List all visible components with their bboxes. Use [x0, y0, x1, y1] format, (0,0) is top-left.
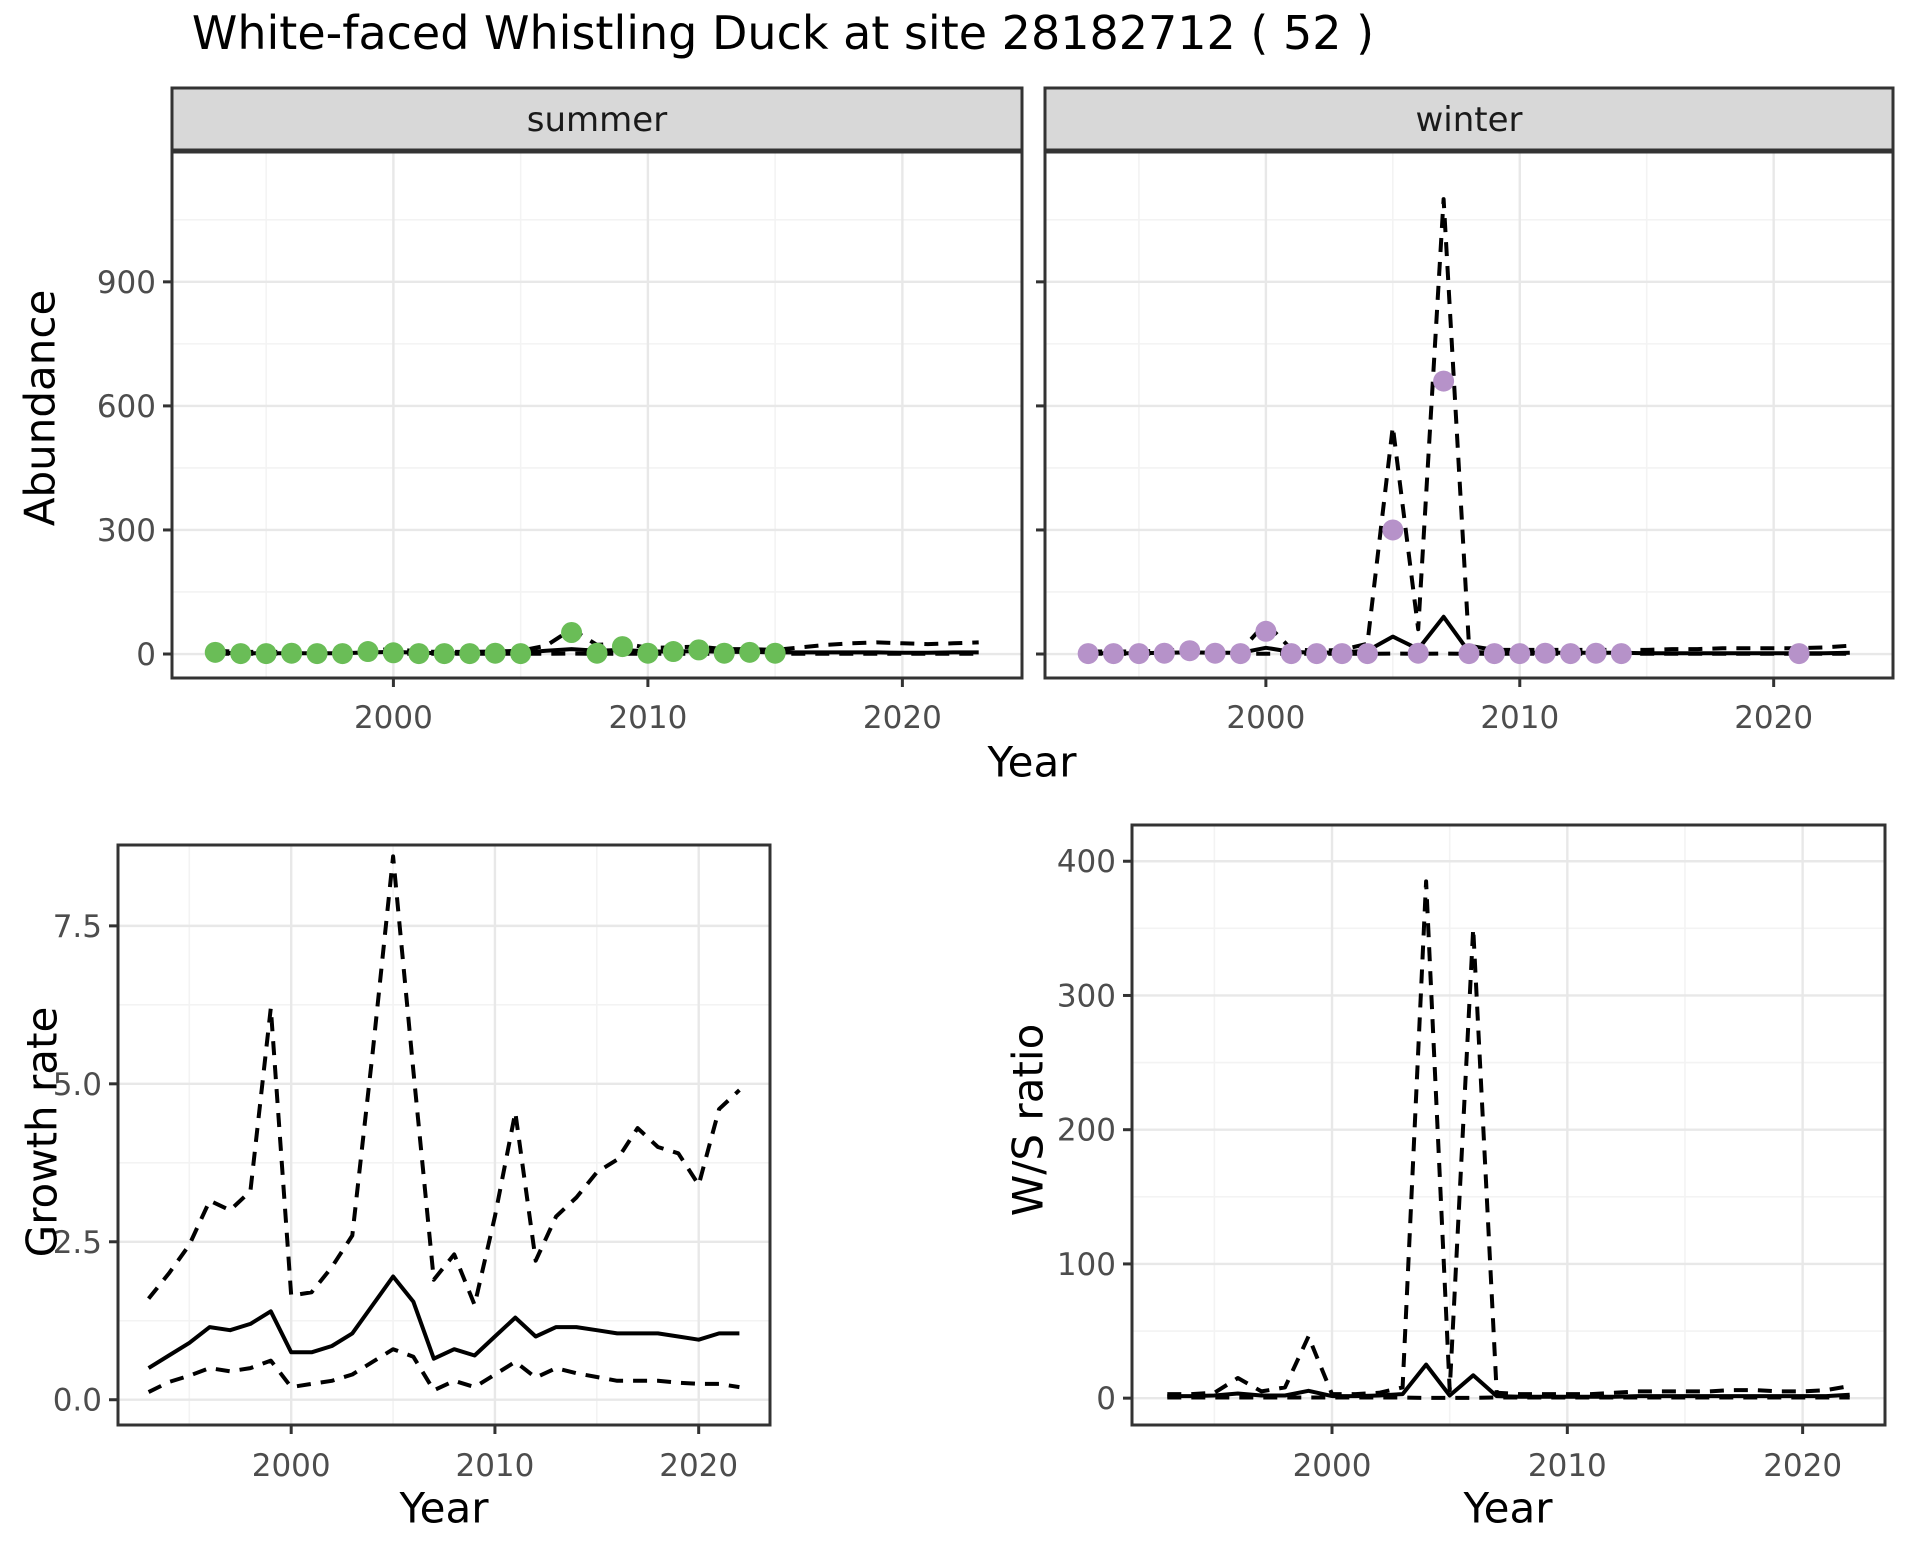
abundance-axis-label: Abundance	[15, 289, 65, 527]
winter-data-point	[1331, 643, 1353, 665]
y-tick-label: 200	[1057, 1113, 1116, 1149]
summer-data-point	[688, 639, 710, 661]
x-tick-label: 2020	[1734, 700, 1813, 736]
winter-data-point	[1153, 642, 1175, 664]
winter-data-point	[1560, 643, 1582, 665]
winter-data-point	[1458, 643, 1480, 665]
growth-year-axis-label: Year	[399, 1483, 489, 1533]
x-tick-label: 2000	[354, 700, 433, 736]
facet-strip	[170, 86, 1024, 152]
summer-data-point	[204, 641, 226, 663]
x-tick-label: 2010	[1480, 700, 1559, 736]
summer-data-point	[739, 641, 761, 663]
x-tick-label: 2020	[1763, 1448, 1842, 1484]
panel-growth: 2000 2010 2020 0.0 2.5 5.0 7.5	[53, 843, 772, 1484]
x-tick-label: 2020	[863, 700, 942, 736]
summer-data-point	[484, 642, 506, 664]
summer-data-point	[408, 643, 430, 665]
y-tick-label: 400	[1057, 844, 1116, 880]
x-tick-label: 2010	[1528, 1448, 1607, 1484]
summer-data-point	[764, 642, 786, 664]
facet-strip	[1043, 86, 1895, 152]
x-tick-label: 2010	[608, 700, 687, 736]
facet-strip-label-winter: winter	[1415, 100, 1522, 140]
growth-median-line	[147, 1274, 740, 1370]
winter-data-point	[1407, 642, 1429, 664]
summer-data-point	[459, 643, 481, 665]
summer-data-point	[611, 636, 633, 658]
y-tick-label: 100	[1057, 1247, 1116, 1283]
chart-title: White-faced Whistling Duck at site 28182…	[191, 6, 1375, 60]
summer-data-point	[230, 643, 252, 665]
summer-data-point	[586, 642, 608, 664]
winter-data-point	[1610, 643, 1632, 665]
x-tick-label: 2000	[1293, 1448, 1372, 1484]
winter-data-point	[1204, 642, 1226, 664]
summer-data-point	[306, 643, 328, 665]
summer-data-point	[637, 642, 659, 664]
winter-data-point	[1179, 640, 1201, 662]
panel-border	[1043, 150, 1895, 680]
summer-data-point	[510, 643, 532, 665]
y-tick-label: 300	[1057, 978, 1116, 1014]
winter-data-point	[1306, 643, 1328, 665]
winter-data-point	[1103, 643, 1125, 665]
x-tick-label: 2000	[252, 1448, 331, 1484]
growth-rate-axis-label: Growth rate	[17, 1006, 67, 1258]
winter-data-point	[1077, 643, 1099, 665]
summer-data-point	[281, 642, 303, 664]
growth-lower-ci-line	[147, 1347, 740, 1394]
winter-data-point	[1382, 519, 1404, 541]
facet-strip-label-summer: summer	[527, 100, 667, 140]
y-tick-label: 600	[97, 389, 156, 425]
ws-ratio-axis-label: W/S ratio	[1003, 1023, 1053, 1217]
y-tick-label: 2.5	[53, 1225, 102, 1261]
winter-data-point	[1788, 643, 1810, 665]
winter-data-point	[1433, 370, 1455, 392]
summer-data-point	[561, 622, 583, 644]
winter-data-point	[1229, 643, 1251, 665]
ws-upper-ci-line	[1167, 879, 1851, 1397]
winter-data-point	[1255, 620, 1277, 642]
top-year-axis-label: Year	[987, 737, 1077, 787]
winter-data-point	[1483, 643, 1505, 665]
y-tick-label: 5.0	[53, 1067, 102, 1103]
summer-data-point	[332, 643, 354, 665]
y-tick-label: 300	[97, 513, 156, 549]
ws-year-axis-label: Year	[1463, 1483, 1553, 1533]
panel-border	[170, 150, 1024, 680]
summer-data-point	[713, 642, 735, 664]
summer-data-point	[433, 643, 455, 665]
ws-median-line	[1167, 1362, 1850, 1399]
y-tick-label: 0.0	[53, 1383, 102, 1419]
winter-data-point	[1280, 643, 1302, 665]
panel-border	[116, 843, 772, 1427]
panel-winter: winter 2000 2010 2020	[1036, 86, 1895, 736]
winter-data-point	[1356, 643, 1378, 665]
winter-data-point	[1128, 643, 1150, 665]
winter-data-point	[1534, 642, 1556, 664]
x-tick-label: 2020	[659, 1448, 738, 1484]
x-tick-label: 2000	[1226, 700, 1305, 736]
y-tick-label: 900	[97, 265, 156, 301]
summer-data-point	[255, 643, 277, 665]
y-tick-label: 0	[1096, 1381, 1116, 1417]
summer-data-point	[357, 641, 379, 663]
winter-data-point	[1585, 642, 1607, 664]
winter-data-point	[1509, 643, 1531, 665]
x-tick-label: 2010	[455, 1448, 534, 1484]
panel-border	[1130, 823, 1887, 1427]
panel-ws: 2000 2010 2020 0 100 200 300 400	[1057, 823, 1887, 1484]
panel-summer: summer 2000 2010 2020 0 300 600 900	[97, 86, 1024, 736]
growth-upper-ci-line	[147, 854, 741, 1307]
y-tick-label: 7.5	[53, 909, 102, 945]
y-tick-label: 0	[136, 637, 156, 673]
summer-data-point	[382, 642, 404, 664]
summer-data-point	[662, 641, 684, 663]
